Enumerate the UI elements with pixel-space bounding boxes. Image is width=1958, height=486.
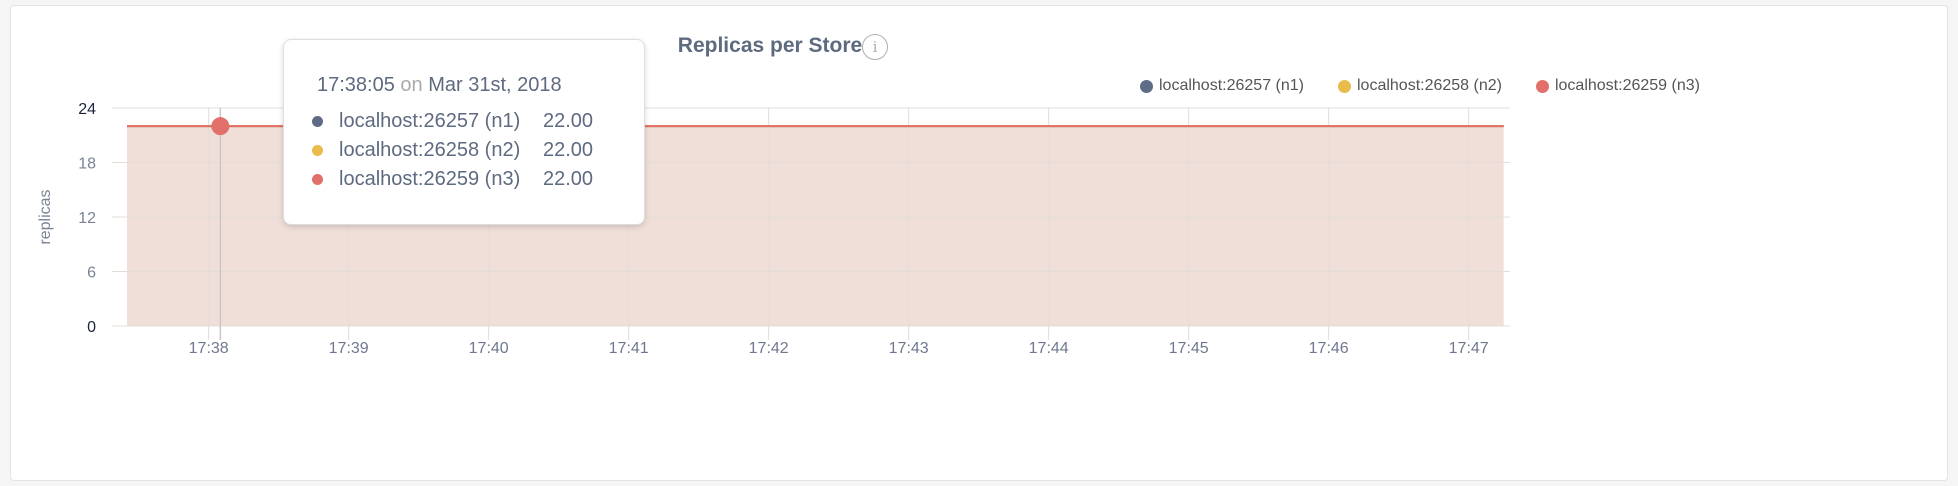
legend-item[interactable]: localhost:26257 (n1) bbox=[1140, 77, 1304, 95]
y-tick-label: 24 bbox=[78, 101, 96, 118]
legend-item[interactable]: localhost:26258 (n2) bbox=[1337, 77, 1502, 95]
y-tick-label: 18 bbox=[78, 156, 96, 173]
series-dot-icon bbox=[312, 174, 323, 185]
series-dot-icon bbox=[312, 145, 323, 156]
tooltip-series-value: 22.00 bbox=[543, 110, 594, 132]
tooltip-row: localhost:26259 (n3) 22.00 bbox=[312, 168, 593, 191]
tooltip-on: on bbox=[400, 74, 423, 96]
x-tick-label: 17:39 bbox=[329, 340, 369, 357]
legend-dot-icon bbox=[1140, 79, 1153, 93]
legend-dot-icon bbox=[1535, 79, 1549, 93]
legend-label: localhost:26258 (n2) bbox=[1356, 77, 1502, 94]
tooltip-date: Mar 31st, 2018 bbox=[428, 74, 562, 96]
legend: localhost:26257 (n1) localhost:26258 (n2)… bbox=[1140, 77, 1700, 95]
x-tick-label: 17:46 bbox=[1309, 340, 1349, 357]
info-icon[interactable]: i bbox=[862, 34, 888, 60]
x-tick-label: 17:45 bbox=[1169, 340, 1209, 357]
tooltip-series-value: 22.00 bbox=[543, 168, 594, 190]
tooltip-series-name: localhost:26259 (n3) bbox=[339, 168, 521, 190]
x-tick-label: 17:44 bbox=[1029, 340, 1069, 357]
legend-dot-icon bbox=[1337, 79, 1351, 93]
hover-tooltip: 17:38:05 on Mar 31st, 2018 localhost:262… bbox=[283, 39, 645, 225]
tooltip-row: localhost:26258 (n2) 22.00 bbox=[312, 139, 593, 162]
y-tick-label: 0 bbox=[87, 319, 96, 336]
tooltip-header: 17:38:05 on Mar 31st, 2018 bbox=[317, 74, 562, 97]
tooltip-row: localhost:26257 (n1) 22.00 bbox=[312, 110, 593, 133]
tooltip-series-name: localhost:26257 (n1) bbox=[339, 110, 521, 132]
legend-label: localhost:26257 (n1) bbox=[1159, 77, 1304, 94]
x-tick-label: 17:41 bbox=[609, 340, 649, 357]
y-tick-label: 12 bbox=[78, 210, 96, 227]
chart-title: Replicas per Store bbox=[677, 34, 863, 57]
tooltip-series-name: localhost:26258 (n2) bbox=[339, 139, 521, 161]
y-tick-label: 6 bbox=[87, 265, 96, 282]
x-tick-label: 17:47 bbox=[1449, 340, 1489, 357]
legend-label: localhost:26259 (n3) bbox=[1554, 77, 1700, 94]
y-axis-label: replicas bbox=[37, 189, 54, 244]
x-tick-label: 17:43 bbox=[889, 340, 929, 357]
series-dot-icon bbox=[312, 116, 323, 127]
x-tick-label: 17:38 bbox=[189, 340, 229, 357]
x-tick-label: 17:42 bbox=[749, 340, 789, 357]
x-tick-label: 17:40 bbox=[469, 340, 509, 357]
tooltip-time: 17:38:05 bbox=[317, 74, 395, 96]
hover-point bbox=[211, 117, 230, 136]
legend-item[interactable]: localhost:26259 (n3) bbox=[1535, 77, 1700, 95]
tooltip-series-value: 22.00 bbox=[543, 139, 594, 161]
